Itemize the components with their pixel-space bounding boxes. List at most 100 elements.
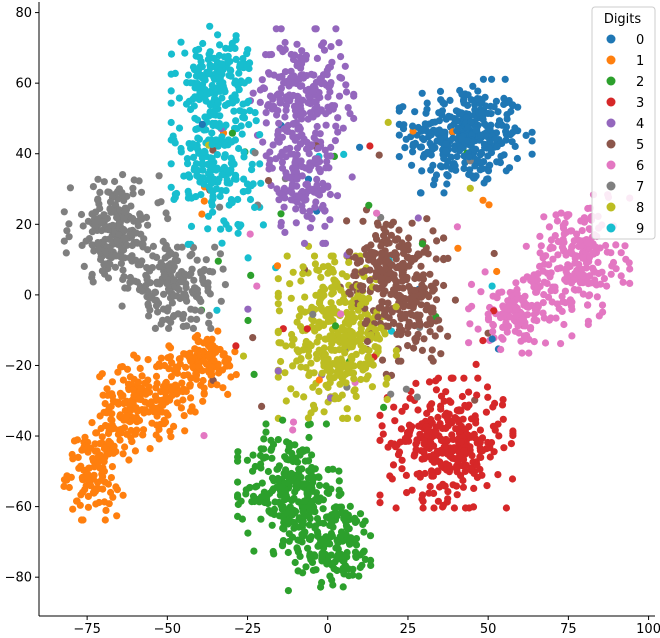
point-digit-8 xyxy=(318,369,326,377)
point-digit-5 xyxy=(379,298,387,306)
point-digit-8 xyxy=(327,374,335,383)
point-digit-1 xyxy=(199,397,207,405)
point-digit-3 xyxy=(421,469,429,478)
point-digit-7 xyxy=(119,266,127,274)
point-digit-4 xyxy=(292,168,300,176)
point-digit-6 xyxy=(576,271,585,279)
legend-label-digit-8: 8 xyxy=(636,201,644,216)
point-digit-2 xyxy=(273,465,281,473)
point-digit-1 xyxy=(170,367,179,375)
point-digit-7 xyxy=(130,176,138,184)
point-digit-5 xyxy=(423,215,431,223)
point-digit-8 xyxy=(319,263,327,271)
point-digit-6 xyxy=(602,241,610,250)
point-digit-7 xyxy=(137,230,145,238)
point-digit-6 xyxy=(603,248,611,256)
point-digit-6 xyxy=(560,320,568,329)
point-digit-2 xyxy=(274,436,282,444)
point-digit-7 xyxy=(120,234,128,242)
point-digit-8 xyxy=(359,294,368,302)
point-digit-7 xyxy=(65,220,73,228)
point-digit-8 xyxy=(329,252,337,260)
point-digit-9 xyxy=(229,99,237,107)
point-digit-0 xyxy=(501,75,509,83)
point-digit-5 xyxy=(264,177,273,185)
point-digit-9 xyxy=(245,76,253,84)
point-digit-8 xyxy=(381,330,389,338)
point-digit-2 xyxy=(360,528,368,536)
point-digit-1 xyxy=(90,471,98,479)
point-digit-9 xyxy=(238,130,246,138)
point-digit-1 xyxy=(199,376,207,385)
point-digit-9 xyxy=(240,175,248,183)
point-digit-8 xyxy=(357,341,365,349)
point-digit-6 xyxy=(548,298,556,306)
point-digit-2 xyxy=(366,532,375,540)
point-digit-7 xyxy=(211,243,219,251)
point-digit-3 xyxy=(443,466,451,474)
point-digit-7 xyxy=(113,237,121,245)
y-tick-label: −40 xyxy=(5,430,32,445)
point-digit-6 xyxy=(543,279,551,288)
point-digit-8 xyxy=(319,307,327,315)
point-digit-4 xyxy=(350,114,358,123)
point-digit-5 xyxy=(428,346,436,354)
point-digit-5 xyxy=(418,346,426,354)
point-digit-1 xyxy=(100,467,108,475)
point-digit-5 xyxy=(372,261,380,269)
point-digit-9 xyxy=(204,55,212,64)
point-digit-2 xyxy=(356,563,364,572)
point-digit-5 xyxy=(392,277,400,285)
point-digit-3 xyxy=(458,392,466,401)
point-digit-6 xyxy=(540,291,548,299)
point-digit-7 xyxy=(89,183,97,191)
point-digit-1 xyxy=(122,412,130,420)
point-digit-7 xyxy=(193,286,201,294)
point-digit-0 xyxy=(479,114,487,122)
point-digit-9 xyxy=(224,58,232,66)
point-digit-0 xyxy=(423,99,431,107)
data-points xyxy=(60,22,634,595)
point-digit-3 xyxy=(378,422,386,430)
point-digit-1 xyxy=(170,422,178,430)
point-digit-8 xyxy=(315,299,324,307)
point-digit-5 xyxy=(380,232,388,240)
point-digit-7 xyxy=(197,268,205,276)
point-digit-7 xyxy=(138,287,146,295)
point-digit-7 xyxy=(129,184,137,192)
point-digit-8 xyxy=(317,273,325,281)
point-digit-4 xyxy=(327,43,335,51)
y-tick-label: 40 xyxy=(15,147,32,162)
point-digit-0 xyxy=(474,87,482,95)
point-digit-4 xyxy=(294,125,302,133)
point-digit-7 xyxy=(139,240,147,248)
point-digit-7 xyxy=(181,290,189,298)
point-digit-1 xyxy=(98,370,106,378)
point-digit-2 xyxy=(280,525,288,533)
point-digit-5 xyxy=(383,239,391,248)
point-digit-6 xyxy=(568,332,576,340)
point-digit-1 xyxy=(94,478,102,486)
point-digit-2 xyxy=(325,489,333,497)
point-digit-8 xyxy=(356,336,364,344)
point-digit-6 xyxy=(566,227,575,235)
point-digit-6 xyxy=(612,265,620,273)
point-digit-2 xyxy=(263,491,272,499)
point-digit-9 xyxy=(194,134,202,142)
point-digit-3 xyxy=(442,424,450,432)
point-digit-2 xyxy=(269,440,278,449)
point-digit-7 xyxy=(119,275,127,283)
point-digit-8 xyxy=(274,373,282,381)
point-digit-7 xyxy=(160,271,168,279)
point-digit-3 xyxy=(456,452,464,460)
point-digit-1 xyxy=(178,379,186,387)
point-digit-4 xyxy=(326,216,334,224)
point-digit-6 xyxy=(575,286,583,294)
point-digit-6 xyxy=(598,268,606,276)
legend-label-digit-1: 1 xyxy=(636,54,644,69)
point-digit-9 xyxy=(204,225,212,233)
point-digit-3 xyxy=(476,426,484,434)
point-digit-9 xyxy=(230,160,238,168)
point-digit-5 xyxy=(378,356,387,364)
point-digit-4 xyxy=(291,158,299,166)
